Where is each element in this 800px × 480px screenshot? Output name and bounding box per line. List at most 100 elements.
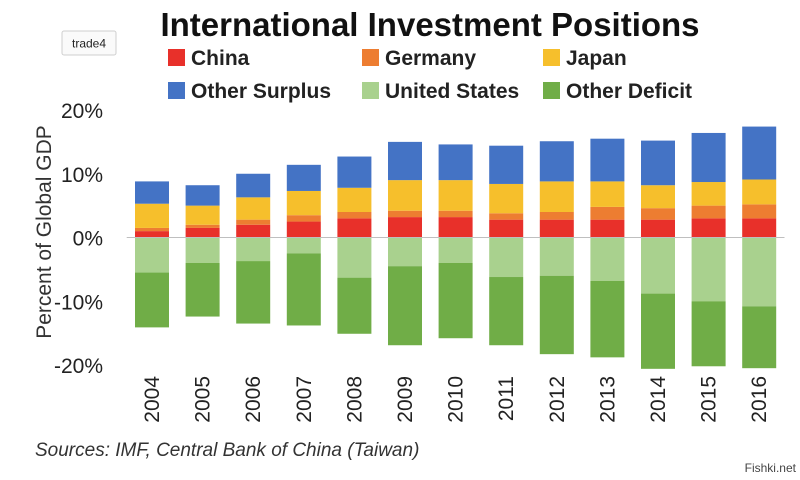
bar-segment-united-states (489, 237, 524, 278)
bar-segment-germany (539, 212, 574, 220)
bar-segment-germany (337, 212, 372, 219)
bar-segment-germany (742, 204, 777, 219)
legend-swatch (543, 49, 560, 66)
bar-segment-other-deficit (641, 293, 675, 369)
x-tick-label: 2009 (394, 376, 417, 423)
bar-segment-other-surplus (539, 141, 574, 182)
bar-segment-other-deficit (489, 277, 524, 346)
bars (135, 126, 777, 369)
x-tick-label: 2016 (748, 376, 771, 423)
bar-segment-germany (388, 210, 422, 218)
bar-segment-japan (438, 180, 473, 211)
bar-segment-germany (135, 227, 169, 232)
bar-segment-germany (489, 213, 524, 220)
bar-segment-germany (286, 215, 321, 222)
bar-segment-japan (742, 179, 777, 205)
bar-segment-japan (185, 205, 220, 225)
legend-swatch (543, 82, 560, 99)
legend: China Germany Japan Other Surplus United Sta… (168, 47, 692, 103)
legend-item: Other Surplus (168, 80, 331, 103)
x-tick-label: 2015 (698, 376, 721, 423)
bar-segment-other-deficit (590, 280, 625, 358)
legend-label: Japan (566, 47, 627, 70)
bar-segment-united-states (236, 237, 271, 262)
y-axis-ticks: -20% -10% 0% 10% 20% (54, 100, 103, 378)
bar-segment-germany (438, 210, 473, 218)
bar-segment-germany (590, 206, 625, 220)
bar-segment-china (641, 219, 675, 238)
tag-box: trade4 (61, 30, 117, 56)
x-tick-label: 2004 (141, 376, 164, 423)
chart-title: International Investment Positions (160, 6, 699, 43)
legend-label: Germany (385, 47, 476, 70)
bar-segment-germany (641, 208, 675, 220)
bar-segment-japan (641, 185, 675, 209)
legend-label: China (191, 47, 250, 70)
bar-segment-japan (337, 187, 372, 212)
bar-segment-other-deficit (691, 301, 726, 367)
bar-segment-united-states (641, 237, 675, 294)
x-tick-label: 2011 (495, 376, 518, 421)
bar-segment-china (590, 219, 625, 238)
bar-segment-germany (185, 224, 220, 228)
y-tick-label: 10% (61, 164, 103, 187)
bar-segment-china (388, 217, 422, 238)
bar-segment-other-deficit (742, 306, 777, 369)
bar-segment-united-states (691, 237, 726, 302)
bar-segment-japan (135, 203, 169, 228)
bar-segment-united-states (337, 237, 372, 278)
bar-segment-other-deficit (236, 261, 271, 324)
x-tick-label: 2012 (546, 376, 569, 423)
bar-segment-united-states (185, 237, 220, 263)
x-tick-label: 2007 (293, 376, 316, 423)
bar-segment-china (489, 219, 524, 238)
legend-swatch (168, 82, 185, 99)
bar-segment-other-surplus (489, 145, 524, 184)
x-tick-label: 2008 (343, 376, 366, 423)
bar-segment-china (286, 221, 321, 238)
bar-segment-china (691, 218, 726, 238)
tag-label: trade4 (72, 37, 106, 51)
legend-label: Other Surplus (191, 80, 331, 103)
bar-segment-united-states (742, 237, 777, 307)
bar-segment-japan (539, 181, 574, 212)
bar-segment-other-surplus (185, 185, 220, 206)
legend-item: United States (362, 80, 519, 103)
x-tick-label: 2006 (242, 376, 265, 423)
bar-segment-japan (691, 182, 726, 206)
y-tick-label: 0% (73, 228, 103, 251)
legend-swatch (362, 82, 379, 99)
x-tick-label: 2013 (596, 376, 619, 423)
bar-segment-other-surplus (641, 140, 675, 186)
bar-segment-germany (691, 205, 726, 219)
bar-segment-japan (286, 190, 321, 216)
watermark: Fishki.net (745, 461, 797, 475)
bar-segment-other-deficit (185, 263, 220, 317)
bar-segment-china (337, 218, 372, 238)
bar-segment-other-surplus (388, 141, 422, 181)
bar-segment-united-states (388, 237, 422, 267)
y-axis-label: Percent of Global GDP (33, 125, 56, 339)
bar-segment-other-surplus (337, 156, 372, 188)
bar-segment-japan (388, 180, 422, 211)
x-tick-label: 2014 (647, 376, 670, 423)
legend-label: Other Deficit (566, 80, 692, 103)
source-note: Sources: IMF, Central Bank of China (Tai… (35, 440, 419, 461)
legend-item: Japan (543, 47, 627, 70)
y-tick-label: 20% (61, 100, 103, 123)
y-tick-label: -10% (54, 291, 103, 314)
bar-segment-china (438, 217, 473, 238)
bar-segment-other-deficit (135, 272, 169, 328)
bar-segment-other-deficit (286, 253, 321, 326)
bar-segment-other-surplus (590, 138, 625, 182)
bar-segment-other-deficit (438, 263, 473, 339)
bar-segment-other-surplus (236, 173, 271, 198)
bar-segment-china (539, 219, 574, 238)
bar-segment-china (236, 224, 271, 238)
bar-segment-other-deficit (337, 277, 372, 334)
x-tick-label: 2005 (192, 376, 215, 423)
x-tick-label: 2010 (445, 376, 468, 423)
bar-segment-japan (236, 197, 271, 220)
legend-label: United States (385, 80, 519, 103)
